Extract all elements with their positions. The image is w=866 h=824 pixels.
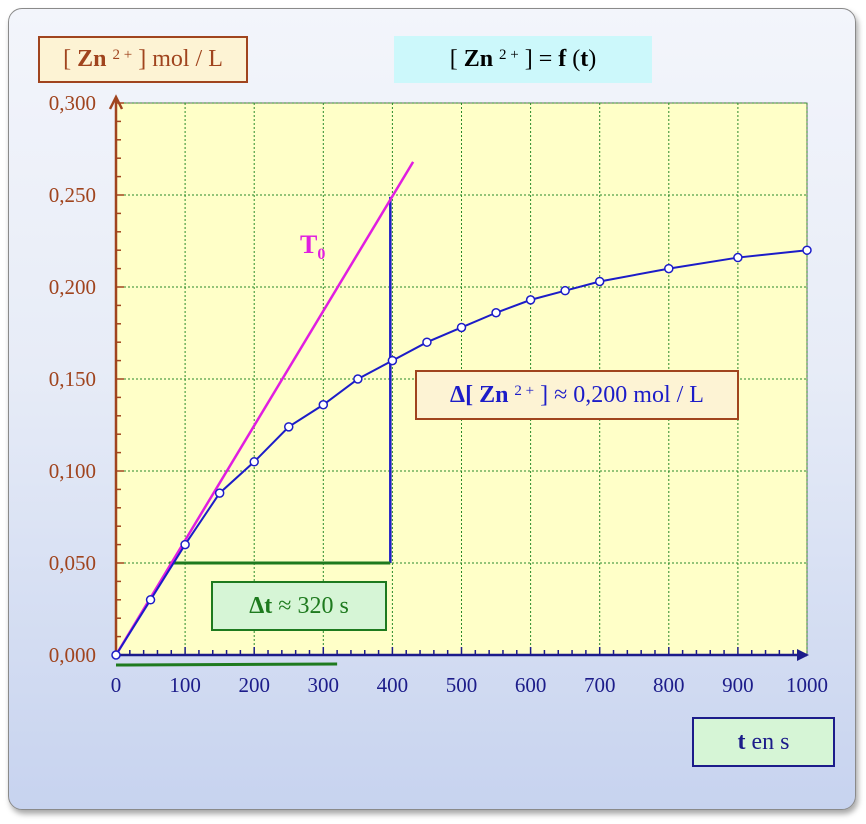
construction-lines — [114, 161, 415, 667]
delta-concentration-annotation: Δ[ Zn 2 + ] ≈ 0,200 mol / L — [415, 370, 739, 420]
x-tick-label: 200 — [238, 673, 270, 697]
y-tick-label: 0,300 — [49, 91, 96, 115]
x-axis-label: t en s — [692, 717, 835, 767]
grid — [116, 102, 808, 655]
tangent-line — [114, 161, 415, 656]
delta-time-annotation: Δt ≈ 320 s — [211, 581, 387, 631]
series — [111, 245, 812, 660]
y-tick-label: 0,200 — [49, 275, 96, 299]
data-point — [387, 355, 398, 366]
x-tick-label: 700 — [584, 673, 616, 697]
data-point — [284, 422, 294, 432]
y-axis-arrow — [108, 94, 124, 110]
data-point — [664, 263, 674, 274]
data-point — [214, 488, 225, 498]
y-tick-label: 0,050 — [49, 551, 96, 575]
x-tick-label: 900 — [722, 673, 754, 697]
x-tick-label: 300 — [308, 673, 340, 697]
x-tick-label: 400 — [377, 673, 409, 697]
series-line — [115, 249, 808, 656]
x-axis-arrow — [797, 649, 809, 661]
x-tick-label: 1000 — [786, 673, 828, 697]
data-point — [733, 252, 743, 263]
chart-title: [ Zn 2 + ] = f (t) — [394, 36, 652, 83]
tick-labels: 0,000 0,050 0,100 0,150 0,200 0,250 0,300 0 100 2… — [49, 91, 828, 697]
data-point — [422, 337, 432, 347]
tangent-label: T0 — [300, 230, 325, 263]
y-tick-label: 0,100 — [49, 459, 96, 483]
data-point — [249, 457, 259, 467]
axes — [108, 94, 809, 661]
data-point — [180, 539, 190, 550]
data-point — [353, 374, 363, 384]
y-tick-label: 0,000 — [49, 643, 96, 667]
data-point — [802, 245, 812, 255]
x-tick-label: 100 — [169, 673, 201, 697]
data-point — [560, 285, 570, 296]
x-tick-label: 500 — [446, 673, 478, 697]
data-point — [594, 276, 605, 287]
delta-x-underline — [115, 662, 338, 667]
y-tick-label: 0,250 — [49, 183, 96, 207]
data-point — [145, 595, 156, 605]
data-point — [111, 650, 121, 660]
data-point — [318, 400, 329, 410]
x-tick-label: 600 — [515, 673, 547, 697]
data-point — [456, 322, 467, 333]
data-point — [525, 295, 536, 305]
data-point — [491, 308, 501, 318]
x-tick-label: 0 — [111, 673, 122, 697]
x-tick-label: 800 — [653, 673, 685, 697]
y-axis-label: [ Zn 2 + ] mol / L — [38, 36, 248, 83]
y-tick-label: 0,150 — [49, 367, 96, 391]
